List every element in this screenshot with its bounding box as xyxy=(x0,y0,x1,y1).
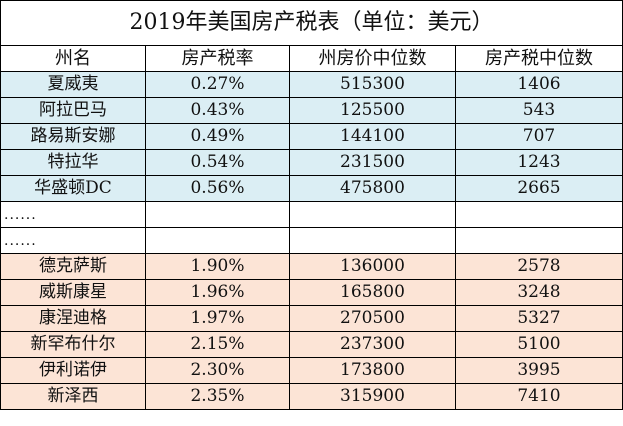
cell-state[interactable]: 路易斯安娜 xyxy=(0,123,146,150)
cell-median-price[interactable]: 125500 xyxy=(289,97,456,124)
ellipsis-row: ...... xyxy=(0,201,623,228)
cell-median-price[interactable]: 173800 xyxy=(289,357,456,384)
cell-state[interactable]: 阿拉巴马 xyxy=(0,97,146,124)
cell-median-tax[interactable]: 707 xyxy=(455,123,623,150)
cell-median-tax[interactable]: 2665 xyxy=(455,175,623,202)
cell-median-tax[interactable]: 543 xyxy=(455,97,623,124)
table-row: 德克萨斯 1.90% 136000 2578 xyxy=(0,253,623,280)
empty-cell[interactable] xyxy=(145,201,290,228)
ellipsis-cell[interactable]: ...... xyxy=(0,227,146,254)
cell-median-price[interactable]: 144100 xyxy=(289,123,456,150)
cell-state[interactable]: 华盛顿DC xyxy=(0,175,146,202)
cell-median-price[interactable]: 270500 xyxy=(289,305,456,332)
cell-median-price[interactable]: 136000 xyxy=(289,253,456,280)
cell-state[interactable]: 伊利诺伊 xyxy=(0,357,146,384)
table-row: 威斯康星 1.96% 165800 3248 xyxy=(0,279,623,306)
cell-state[interactable]: 新泽西 xyxy=(0,383,146,410)
cell-state[interactable]: 夏威夷 xyxy=(0,71,146,98)
cell-state[interactable]: 康涅迪格 xyxy=(0,305,146,332)
cell-median-tax[interactable]: 2578 xyxy=(455,253,623,280)
header-row: 州名 房产税率 州房价中位数 房产税中位数 xyxy=(0,45,623,72)
cell-rate[interactable]: 2.30% xyxy=(145,357,290,384)
cell-rate[interactable]: 1.90% xyxy=(145,253,290,280)
cell-median-tax[interactable]: 3995 xyxy=(455,357,623,384)
title-row: 2019年美国房产税表（单位：美元） xyxy=(0,0,623,46)
table-row: 特拉华 0.54% 231500 1243 xyxy=(0,149,623,176)
cell-state[interactable]: 威斯康星 xyxy=(0,279,146,306)
cell-median-price[interactable]: 237300 xyxy=(289,331,456,358)
cell-state[interactable]: 德克萨斯 xyxy=(0,253,146,280)
cell-rate[interactable]: 1.97% xyxy=(145,305,290,332)
table-row: 新罕布什尔 2.15% 237300 5100 xyxy=(0,331,623,358)
table-row: 华盛顿DC 0.56% 475800 2665 xyxy=(0,175,623,202)
cell-median-tax[interactable]: 5100 xyxy=(455,331,623,358)
cell-rate[interactable]: 2.35% xyxy=(145,383,290,410)
cell-median-price[interactable]: 165800 xyxy=(289,279,456,306)
cell-rate[interactable]: 0.56% xyxy=(145,175,290,202)
header-median-tax[interactable]: 房产税中位数 xyxy=(455,45,623,72)
cell-median-tax[interactable]: 1243 xyxy=(455,149,623,176)
cell-median-tax[interactable]: 5327 xyxy=(455,305,623,332)
cell-rate[interactable]: 0.27% xyxy=(145,71,290,98)
ellipsis-row: ...... xyxy=(0,227,623,254)
table-row: 康涅迪格 1.97% 270500 5327 xyxy=(0,305,623,332)
table-row: 伊利诺伊 2.30% 173800 3995 xyxy=(0,357,623,384)
cell-median-price[interactable]: 231500 xyxy=(289,149,456,176)
cell-state[interactable]: 新罕布什尔 xyxy=(0,331,146,358)
empty-cell[interactable] xyxy=(145,227,290,254)
table-row: 路易斯安娜 0.49% 144100 707 xyxy=(0,123,623,150)
cell-median-price[interactable]: 475800 xyxy=(289,175,456,202)
cell-median-tax[interactable]: 3248 xyxy=(455,279,623,306)
cell-rate[interactable]: 0.54% xyxy=(145,149,290,176)
empty-cell[interactable] xyxy=(455,201,623,228)
property-tax-table: 2019年美国房产税表（单位：美元） 州名 房产税率 州房价中位数 房产税中位数… xyxy=(0,0,623,410)
table-title[interactable]: 2019年美国房产税表（单位：美元） xyxy=(0,0,623,46)
table-row: 夏威夷 0.27% 515300 1406 xyxy=(0,71,623,98)
cell-median-tax[interactable]: 1406 xyxy=(455,71,623,98)
header-state[interactable]: 州名 xyxy=(0,45,146,72)
cell-rate[interactable]: 0.43% xyxy=(145,97,290,124)
cell-median-tax[interactable]: 7410 xyxy=(455,383,623,410)
header-rate[interactable]: 房产税率 xyxy=(145,45,290,72)
empty-cell[interactable] xyxy=(455,227,623,254)
cell-state[interactable]: 特拉华 xyxy=(0,149,146,176)
empty-cell[interactable] xyxy=(289,227,456,254)
ellipsis-cell[interactable]: ...... xyxy=(0,201,146,228)
cell-rate[interactable]: 1.96% xyxy=(145,279,290,306)
cell-median-price[interactable]: 515300 xyxy=(289,71,456,98)
header-median-price[interactable]: 州房价中位数 xyxy=(289,45,456,72)
cell-rate[interactable]: 0.49% xyxy=(145,123,290,150)
cell-rate[interactable]: 2.15% xyxy=(145,331,290,358)
empty-cell[interactable] xyxy=(289,201,456,228)
table-row: 新泽西 2.35% 315900 7410 xyxy=(0,383,623,410)
cell-median-price[interactable]: 315900 xyxy=(289,383,456,410)
table-row: 阿拉巴马 0.43% 125500 543 xyxy=(0,97,623,124)
